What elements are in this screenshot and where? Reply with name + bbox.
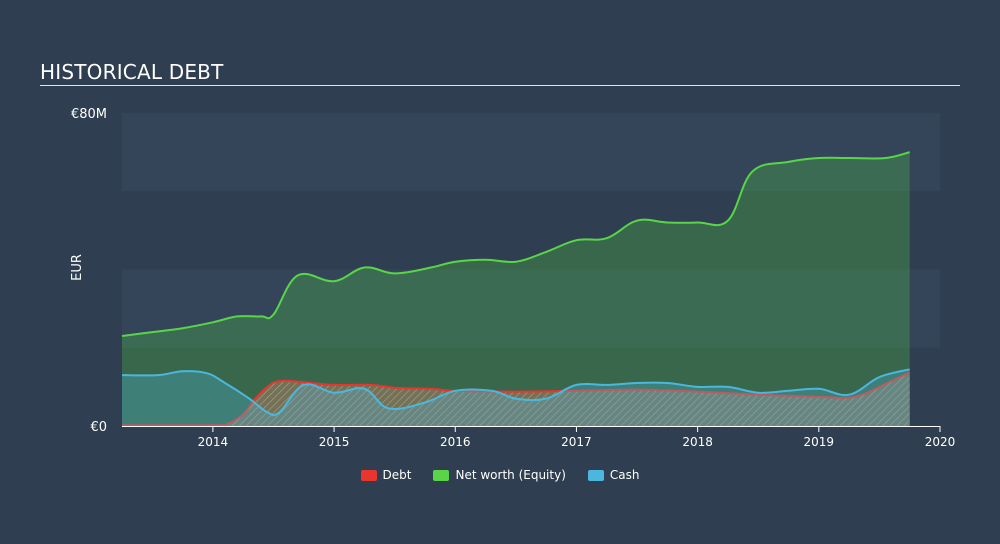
background-bands bbox=[122, 113, 940, 426]
x-tick-label: 2020 bbox=[925, 435, 956, 449]
y-tick-top: €80M bbox=[71, 107, 107, 122]
legend-swatch-debt bbox=[360, 469, 377, 481]
x-tick-label: 2015 bbox=[319, 435, 350, 449]
legend-label-debt: Debt bbox=[382, 468, 412, 482]
legend-label-cash: Cash bbox=[609, 468, 640, 482]
legend-item-cash[interactable]: Cash bbox=[587, 468, 640, 482]
x-tick-label: 2019 bbox=[804, 435, 835, 449]
equity-area bbox=[122, 152, 910, 426]
legend-swatch-equity bbox=[433, 469, 450, 481]
x-axis-ticks: 2014 2015 2016 2017 2018 2019 2020 bbox=[198, 426, 956, 449]
legend-item-equity[interactable]: Net worth (Equity) bbox=[433, 468, 566, 482]
x-tick-label: 2018 bbox=[682, 435, 713, 449]
legend-label-equity: Net worth (Equity) bbox=[455, 468, 566, 482]
cash-line bbox=[121, 368, 910, 417]
legend: Debt Net worth (Equity) Cash bbox=[0, 468, 1000, 482]
background-band bbox=[122, 113, 940, 192]
y-axis-title: EUR bbox=[70, 254, 85, 281]
legend-item-debt[interactable]: Debt bbox=[360, 468, 412, 482]
x-tick-label: 2017 bbox=[561, 435, 592, 449]
x-tick-label: 2016 bbox=[440, 435, 471, 449]
y-tick-zero: €0 bbox=[90, 420, 107, 435]
x-tick-label: 2014 bbox=[198, 435, 229, 449]
legend-swatch-cash bbox=[587, 469, 604, 481]
debt-line bbox=[121, 371, 911, 427]
cash-area bbox=[122, 369, 910, 426]
background-band bbox=[122, 269, 940, 348]
chart-title: HISTORICAL DEBT bbox=[40, 60, 224, 84]
background-band bbox=[122, 191, 940, 270]
title-divider bbox=[40, 85, 960, 86]
equity-line bbox=[121, 151, 910, 337]
plot-area bbox=[121, 151, 911, 427]
